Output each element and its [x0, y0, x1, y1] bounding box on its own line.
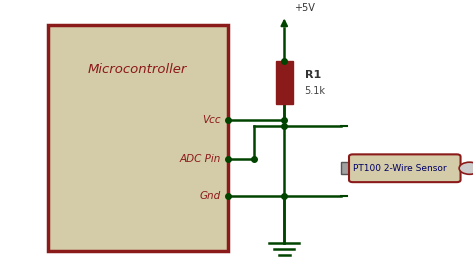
Bar [341, 162, 353, 174]
Text: ADC Pin: ADC Pin [179, 154, 220, 163]
Circle shape [459, 162, 474, 174]
Text: Vcc: Vcc [202, 115, 220, 125]
FancyBboxPatch shape [349, 154, 461, 182]
Text: R1: R1 [305, 70, 321, 80]
Text: Gnd: Gnd [199, 191, 220, 201]
Bar [48, 25, 228, 251]
Text: Microcontroller: Microcontroller [88, 63, 187, 76]
Bar [276, 61, 293, 104]
Text: +5V: +5V [294, 3, 315, 13]
Text: 5.1k: 5.1k [305, 86, 326, 95]
Text: PT100 2-Wire Sensor: PT100 2-Wire Sensor [353, 164, 447, 173]
